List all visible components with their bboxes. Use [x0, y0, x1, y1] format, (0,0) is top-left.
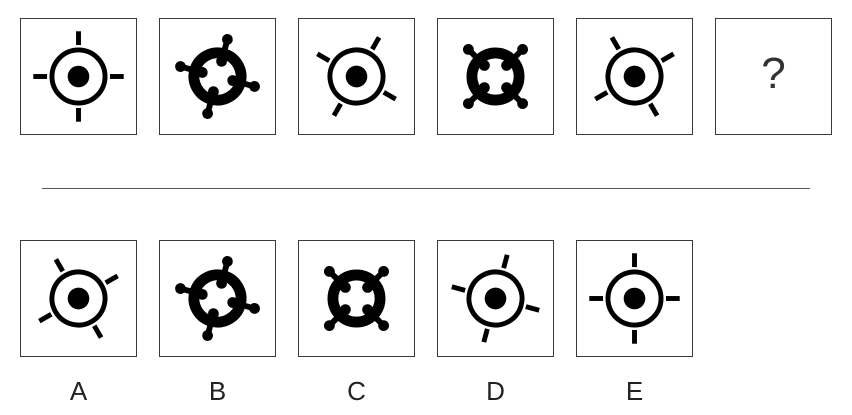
crosshair-icon: [451, 254, 540, 343]
spoke-knob-outer: [175, 283, 186, 294]
bold-ring-icon: [175, 256, 260, 341]
option-label-c: C: [347, 376, 366, 406]
spoke-knob-outer: [462, 43, 474, 55]
sequence-cell-2: [159, 18, 276, 135]
thick-ring: [327, 269, 386, 328]
center-dot: [623, 65, 646, 88]
divider: [42, 188, 810, 189]
center-dot: [484, 287, 507, 310]
tick: [660, 51, 675, 63]
option-label-d: D: [486, 376, 505, 406]
spoke-knob-outer: [249, 81, 260, 92]
spoke-knob-outer: [202, 330, 213, 341]
figure-group: [451, 254, 540, 343]
spoke-knob-outer: [378, 265, 390, 277]
option-b[interactable]: [159, 240, 276, 357]
question-mark: ?: [761, 49, 786, 98]
thick-ring: [466, 47, 525, 106]
center-dot: [623, 287, 646, 310]
center-dot: [345, 65, 368, 88]
tick: [501, 254, 510, 269]
figure-group: [175, 256, 260, 341]
bold-ring-icon: [323, 265, 390, 332]
figure-group: [594, 36, 675, 117]
bold-ring-icon: [175, 34, 260, 119]
tick: [648, 102, 660, 117]
spoke-knob-outer: [517, 43, 529, 55]
crosshair-icon: [316, 36, 397, 117]
option-d[interactable]: [437, 240, 554, 357]
option-label-e: E: [625, 376, 644, 406]
figure-group: [33, 31, 124, 122]
tick: [316, 51, 331, 63]
figure-group: [38, 258, 119, 339]
tick: [370, 36, 382, 51]
crosshair-icon: [33, 31, 124, 122]
center-dot: [67, 65, 90, 88]
thick-ring: [188, 47, 247, 106]
option-e[interactable]: [576, 240, 693, 357]
tick: [481, 328, 490, 343]
figure-group: [462, 43, 529, 110]
missing-cell: ?: [715, 18, 832, 135]
bold-ring-icon: [462, 43, 529, 110]
option-label-b: B: [208, 376, 227, 406]
figure-group: [589, 253, 680, 344]
spoke-knob-outer: [222, 256, 233, 267]
spoke-knob-outer: [462, 98, 474, 110]
sequence-cell-1: [20, 18, 137, 135]
thick-ring: [188, 269, 247, 328]
figure-group: [323, 265, 390, 332]
figure-group: [316, 36, 397, 117]
sequence-cell-3: [298, 18, 415, 135]
crosshair-icon: [589, 253, 680, 344]
spoke-knob-outer: [222, 34, 233, 45]
spoke-knob-outer: [323, 320, 335, 332]
tick: [331, 102, 343, 117]
sequence-cell-5: [576, 18, 693, 135]
option-c[interactable]: [298, 240, 415, 357]
tick: [525, 304, 540, 313]
option-label-a: A: [69, 376, 88, 406]
spoke-knob-outer: [202, 108, 213, 119]
crosshair-icon: [594, 36, 675, 117]
tick: [609, 36, 621, 51]
tick: [53, 258, 65, 273]
center-dot: [67, 287, 90, 310]
tick: [104, 273, 119, 285]
option-a[interactable]: [20, 240, 137, 357]
crosshair-icon: [38, 258, 119, 339]
spoke-knob-outer: [323, 265, 335, 277]
tick: [92, 324, 104, 339]
spoke-knob-outer: [175, 61, 186, 72]
tick: [38, 312, 53, 324]
spoke-knob-outer: [517, 98, 529, 110]
figure-group: [175, 34, 260, 119]
tick: [451, 284, 466, 293]
spoke-knob-outer: [378, 320, 390, 332]
tick: [382, 90, 397, 102]
spoke-knob-outer: [249, 303, 260, 314]
sequence-cell-4: [437, 18, 554, 135]
tick: [594, 90, 609, 102]
